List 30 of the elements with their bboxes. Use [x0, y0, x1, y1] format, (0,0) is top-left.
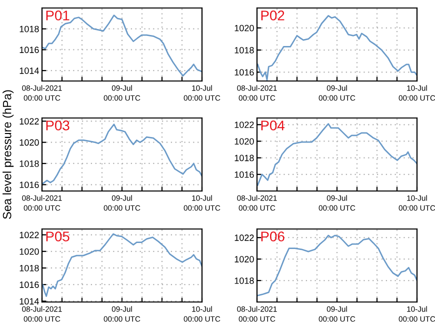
y-tick-label: 1014 [20, 298, 39, 305]
chart-title: P05 [46, 232, 70, 242]
y-tick-label: 1018 [20, 264, 39, 272]
chart-title: P02 [261, 10, 284, 20]
y-tick-label: 1018 [20, 160, 39, 167]
y-tick-label: 1018 [20, 26, 39, 32]
y-tick-label: 1016 [20, 182, 39, 188]
y-tick-label: 1016 [20, 46, 39, 54]
y-axis-title: Sea level pressure (hPa) [2, 90, 14, 219]
chart-title: P01 [46, 10, 70, 20]
y-tick-label: 1020 [20, 248, 39, 255]
y-tick-label: 1022 [234, 122, 254, 128]
y-tick-label: 1018 [234, 154, 254, 162]
y-tick-label: 1020 [20, 139, 39, 146]
y-tick-label: 1014 [20, 68, 39, 74]
y-tick-label: 1018 [234, 277, 254, 284]
y-tick-label: 1022 [20, 118, 39, 125]
chart-title: P03 [46, 120, 70, 130]
y-tick-label: 1016 [234, 69, 254, 76]
line-series [42, 233, 202, 297]
y-tick-label: 1016 [20, 282, 39, 288]
y-tick-label: 1020 [234, 138, 254, 145]
y-tick-label: 1018 [234, 47, 254, 54]
chart-title: P04 [261, 120, 285, 130]
y-tick-label: 1022 [20, 232, 39, 238]
y-tick-label: 1020 [234, 256, 254, 262]
y-tick-label: 1020 [234, 24, 254, 32]
y-tick-label: 1022 [234, 234, 254, 241]
y-tick-label: 1016 [234, 171, 254, 178]
chart-title: P06 [261, 232, 284, 242]
